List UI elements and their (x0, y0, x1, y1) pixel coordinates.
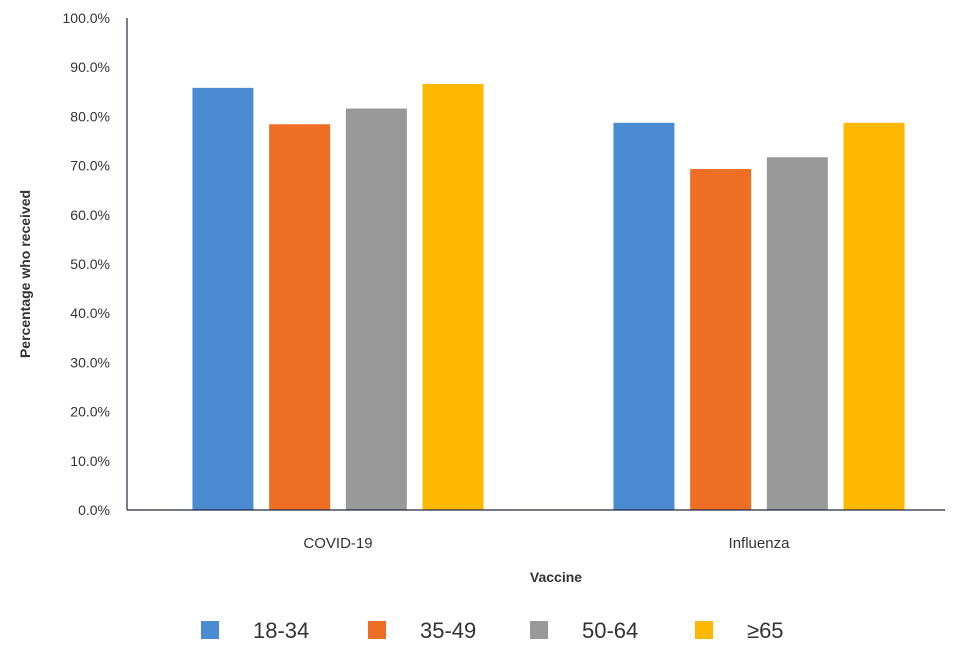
y-tick-label: 90.0% (70, 59, 110, 75)
legend-swatch (201, 621, 219, 639)
y-tick-label: 70.0% (70, 158, 110, 174)
y-tick-label: 10.0% (70, 453, 110, 469)
y-tick-label: 40.0% (70, 305, 110, 321)
y-axis-ticks: 0.0% 10.0% 20.0% 30.0% 40.0% 50.0% 60.0% 70.0% 8… (63, 10, 110, 518)
legend-label: 50-64 (582, 618, 638, 642)
y-tick-label: 60.0% (70, 207, 110, 223)
bar-covid-19-series-1 (192, 87, 254, 510)
legend-swatch (530, 621, 548, 639)
legend-swatch (695, 621, 713, 639)
y-tick-label: 20.0% (70, 404, 110, 420)
bar-influenza-series-2 (690, 169, 752, 510)
legend-label: 18-34 (253, 618, 309, 642)
x-tick-label: Influenza (729, 535, 791, 552)
legend: 18-34 35-49 50-64 ≥65 (201, 618, 784, 643)
legend-label: ≥65 (747, 618, 784, 642)
y-tick-label: 30.0% (70, 354, 110, 370)
bar-influenza-series-3 (766, 157, 828, 510)
bar-influenza-series-4 (843, 122, 905, 511)
bar-covid-19-series-2 (269, 124, 331, 510)
y-tick-label: 50.0% (70, 256, 110, 272)
y-tick-label: 80.0% (70, 108, 110, 124)
bar-influenza-series-1 (613, 122, 675, 511)
x-axis-title: Vaccine (530, 569, 582, 585)
legend-label: 35-49 (420, 618, 476, 642)
x-axis-ticks: COVID-19 Influenza (303, 535, 790, 552)
bars (192, 83, 905, 511)
y-tick-label: 100.0% (63, 10, 110, 26)
legend-swatch (368, 621, 386, 639)
bar-covid-19-series-3 (345, 108, 407, 510)
x-tick-label: COVID-19 (303, 535, 372, 552)
y-axis-title: Percentage who received (17, 190, 33, 358)
bar-covid-19-series-4 (422, 83, 484, 510)
y-tick-label: 0.0% (78, 502, 110, 518)
